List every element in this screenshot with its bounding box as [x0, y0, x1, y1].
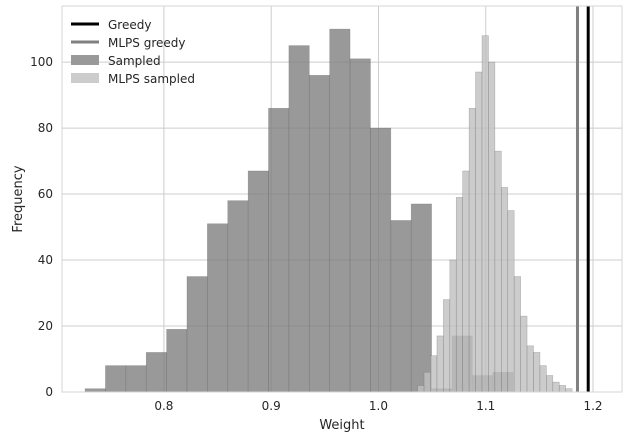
x-tick-label: 0.8	[154, 399, 173, 413]
legend-patch-swatch	[71, 55, 99, 65]
histogram-bar	[443, 299, 451, 393]
histogram-bar	[166, 329, 188, 393]
histogram-bar	[507, 210, 515, 393]
histogram-bar	[349, 58, 371, 393]
legend-label: MLPS sampled	[108, 72, 195, 86]
histogram-bar	[308, 74, 330, 393]
legend-label: Greedy	[108, 18, 151, 32]
histogram-bar	[186, 276, 208, 393]
y-tick-label: 80	[38, 121, 53, 135]
histogram-bar	[417, 385, 425, 393]
y-tick-label: 40	[38, 253, 53, 267]
series-sampled	[84, 28, 514, 393]
series-mlps-sampled	[417, 35, 573, 393]
histogram-bar	[105, 365, 127, 393]
histogram-bar	[430, 355, 438, 393]
histogram-bar	[488, 61, 496, 393]
histogram-bar	[329, 28, 351, 393]
y-tick-label: 100	[30, 55, 53, 69]
histogram-bar	[449, 259, 457, 393]
histogram-bar	[370, 127, 392, 393]
histogram-bar	[526, 345, 534, 393]
histogram-bar	[552, 381, 560, 393]
histogram-bar	[436, 335, 444, 393]
histogram-bar	[410, 203, 432, 393]
histogram-bar	[546, 375, 554, 393]
x-tick-label: 1.1	[476, 399, 495, 413]
histogram-bar	[539, 365, 547, 393]
histogram-bar	[227, 200, 249, 393]
y-axis-label: Frequency	[11, 165, 26, 232]
histogram-bar	[390, 220, 412, 393]
y-tick-label: 0	[45, 385, 53, 399]
histogram-bar	[288, 45, 310, 393]
legend: Greedy MLPS greedy Sampled MLPS sampled	[71, 18, 195, 86]
histogram-bar	[513, 276, 521, 393]
histogram-bar	[520, 315, 528, 393]
histogram-bar	[462, 170, 470, 393]
x-axis-label: Weight	[319, 418, 364, 432]
plot-frame	[61, 5, 623, 393]
legend-label: Sampled	[108, 54, 161, 68]
histogram-bar	[501, 187, 509, 393]
histogram-bar	[475, 71, 483, 393]
histogram-bar	[423, 371, 431, 393]
histogram-bar	[125, 365, 147, 393]
x-tick-label: 1.2	[583, 399, 602, 413]
histogram-bar	[207, 223, 229, 393]
x-tick-label: 0.9	[262, 399, 281, 413]
legend-patch-swatch	[71, 73, 99, 83]
x-tick-label: 1.0	[369, 399, 388, 413]
histogram-bar	[247, 170, 269, 393]
y-tick-label: 60	[38, 187, 53, 201]
histogram-bar	[558, 385, 566, 393]
histogram-bar	[533, 352, 541, 393]
histogram-bar	[494, 150, 502, 393]
histogram-bar	[268, 107, 290, 393]
legend-label: MLPS greedy	[108, 36, 185, 50]
histogram-bar	[145, 352, 167, 393]
histogram-bar	[468, 107, 476, 393]
histogram-bar	[455, 197, 463, 393]
y-tick-label: 20	[38, 319, 53, 333]
histogram-bar	[481, 35, 489, 393]
